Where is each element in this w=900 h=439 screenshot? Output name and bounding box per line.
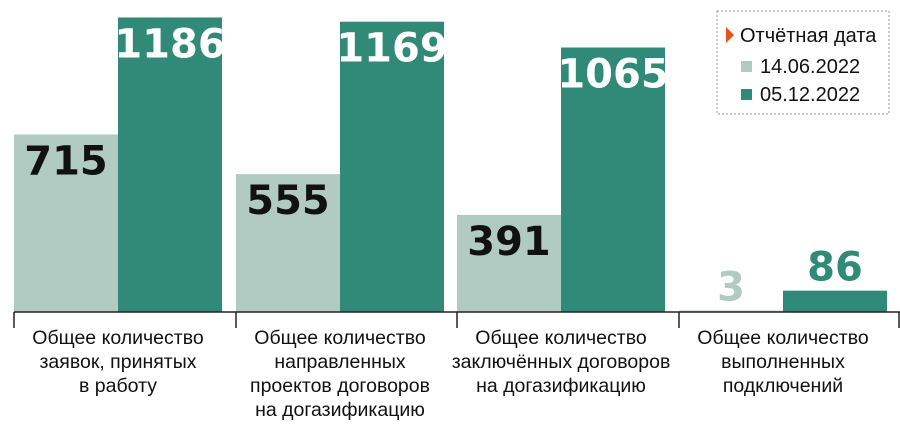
category-label-2: Общее количество направленных проектов дог… (250, 327, 430, 421)
category-label-3: Общее количество заключённых договоров на … (452, 327, 671, 397)
bar-series-2-cat-3 (561, 47, 665, 313)
value-label-series-2-cat-2: 1169 (336, 26, 447, 72)
value-labels-layer: 715 1186 555 1169 391 1065 3 86 (24, 21, 863, 310)
category-label-1: Общее количество заявок, принятых в работу (32, 327, 204, 397)
value-label-series-2-cat-3: 1065 (557, 52, 668, 98)
category-label-4: Общее количество выполненных подключений (697, 327, 869, 397)
legend-swatch-series-1 (741, 61, 752, 72)
value-label-series-1-cat-3: 391 (467, 219, 551, 265)
legend-swatch-series-2 (741, 89, 752, 100)
value-label-series-2-cat-4: 86 (807, 245, 863, 291)
bar-series-2-cat-1 (118, 17, 222, 313)
bar-series-1-cat-2 (236, 174, 340, 312)
bars-layer (14, 17, 887, 313)
value-label-series-1-cat-1: 715 (24, 138, 108, 184)
bar-series-1-cat-3 (457, 214, 561, 312)
legend-label-series-1: 14.06.2022 (760, 56, 860, 78)
x-axis (13, 311, 900, 328)
value-label-series-1-cat-4: 3 (717, 265, 745, 311)
value-label-series-1-cat-2: 555 (246, 178, 330, 224)
bar-series-1-cat-1 (14, 134, 118, 312)
category-labels-layer: Общее количество заявок, принятых в работу… (32, 327, 869, 421)
value-label-series-2-cat-1: 1186 (114, 21, 225, 67)
legend-title-marker-icon (726, 27, 734, 43)
legend-label-series-2: 05.12.2022 (760, 84, 860, 106)
bar-series-2-cat-2 (340, 21, 444, 312)
legend-title: Отчётная дата (740, 25, 877, 47)
bar-series-2-cat-4 (783, 290, 887, 312)
legend: Отчётная дата 14.06.2022 05.12.2022 (716, 10, 890, 115)
